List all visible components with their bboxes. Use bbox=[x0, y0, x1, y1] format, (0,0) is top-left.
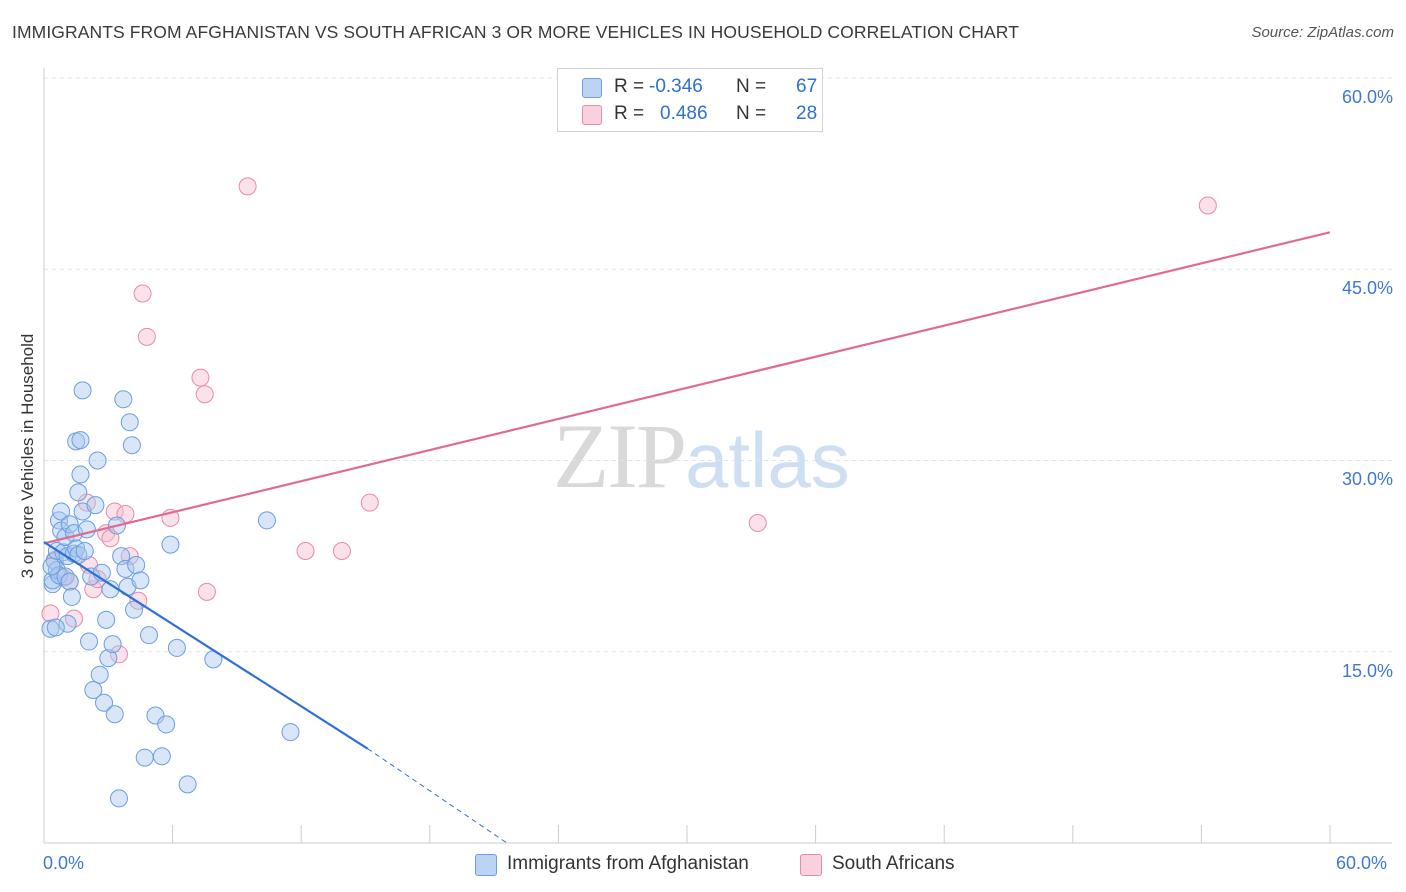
data-point-south-africans bbox=[137, 327, 156, 346]
legend-n-label: N = bbox=[736, 103, 767, 124]
data-point-afghanistan bbox=[73, 381, 92, 400]
legend-r-value: 0.486 bbox=[660, 103, 708, 124]
series-immigrants-from-afghanistan bbox=[41, 381, 300, 808]
y-tick-label: 15.0% bbox=[1341, 661, 1393, 681]
data-point-afghanistan bbox=[122, 436, 141, 455]
data-point-afghanistan bbox=[116, 559, 135, 578]
grid bbox=[44, 77, 1392, 653]
data-point-afghanistan bbox=[152, 747, 171, 766]
data-point-afghanistan bbox=[281, 723, 300, 742]
trend-lines bbox=[43, 231, 1331, 844]
data-point-afghanistan bbox=[60, 572, 79, 591]
data-point-afghanistan bbox=[71, 431, 90, 450]
data-point-south-africans bbox=[195, 385, 214, 404]
data-point-afghanistan bbox=[95, 693, 114, 712]
data-point-afghanistan bbox=[105, 705, 124, 724]
data-point-afghanistan bbox=[125, 600, 144, 619]
y-axis-label: 3 or more Vehicles in Household bbox=[18, 333, 37, 579]
source-label: Source: ZipAtlas.com bbox=[1251, 24, 1394, 41]
legend-swatch-blue bbox=[475, 854, 497, 876]
data-point-afghanistan bbox=[86, 496, 105, 515]
data-point-afghanistan bbox=[120, 413, 139, 432]
legend-r-label: R = bbox=[614, 103, 645, 124]
data-point-south-africans bbox=[133, 284, 152, 303]
y-tick-label: 60.0% bbox=[1341, 87, 1393, 107]
legend-n-label: N = bbox=[736, 76, 767, 97]
axes bbox=[43, 68, 1392, 844]
x-tick-label: 60.0% bbox=[1336, 853, 1388, 873]
legend-swatch-blue bbox=[582, 78, 602, 98]
legend-swatch-pink bbox=[582, 105, 602, 125]
data-point-south-africans bbox=[748, 513, 767, 532]
data-point-afghanistan bbox=[178, 775, 197, 794]
trend-line-south-africans bbox=[43, 231, 1331, 545]
legend-n-value: 67 bbox=[796, 76, 818, 97]
data-point-south-africans bbox=[296, 542, 315, 561]
data-point-afghanistan bbox=[58, 614, 77, 633]
data-point-afghanistan bbox=[42, 557, 61, 576]
data-point-afghanistan bbox=[257, 511, 276, 530]
data-point-south-africans bbox=[110, 645, 129, 664]
legend-label: South Africans bbox=[832, 853, 955, 874]
data-point-afghanistan bbox=[127, 556, 146, 575]
data-point-afghanistan bbox=[167, 638, 186, 657]
legend-label: Immigrants from Afghanistan bbox=[507, 853, 749, 874]
x-tick-label: 0.0% bbox=[43, 853, 85, 873]
data-point-afghanistan bbox=[60, 515, 79, 534]
legend-swatch-pink bbox=[800, 854, 822, 876]
data-point-afghanistan bbox=[75, 542, 94, 561]
data-point-south-africans bbox=[105, 502, 124, 521]
data-point-afghanistan bbox=[71, 465, 90, 484]
legend-n-value: 28 bbox=[796, 103, 818, 124]
data-point-south-africans bbox=[360, 493, 379, 512]
data-point-afghanistan bbox=[88, 451, 107, 470]
series-south-africans bbox=[41, 177, 1217, 664]
data-point-afghanistan bbox=[103, 635, 122, 654]
data-point-afghanistan bbox=[146, 706, 165, 725]
legend-r-value: -0.346 bbox=[649, 76, 703, 97]
data-point-south-africans bbox=[1198, 196, 1217, 215]
correlation-legend: R = -0.346 N = 67 R = 0.486 N = 28 bbox=[557, 68, 823, 132]
watermark-zip: ZIP bbox=[553, 405, 687, 507]
data-point-afghanistan bbox=[157, 715, 176, 734]
data-point-afghanistan bbox=[84, 681, 103, 699]
data-point-afghanistan bbox=[140, 626, 159, 645]
y-tick-label: 45.0% bbox=[1341, 278, 1393, 298]
trend-line-afghanistan-extension bbox=[367, 748, 508, 844]
data-point-afghanistan bbox=[135, 748, 154, 767]
data-point-afghanistan bbox=[80, 632, 99, 651]
y-tick-label: 30.0% bbox=[1341, 469, 1393, 489]
data-point-afghanistan bbox=[97, 610, 116, 629]
data-point-south-africans bbox=[238, 177, 257, 196]
data-point-afghanistan bbox=[110, 789, 129, 808]
data-point-afghanistan bbox=[69, 483, 88, 502]
data-point-afghanistan bbox=[99, 649, 118, 668]
chart-title: IMMIGRANTS FROM AFGHANISTAN VS SOUTH AFR… bbox=[12, 22, 1020, 42]
data-point-afghanistan bbox=[114, 390, 133, 409]
data-point-afghanistan bbox=[90, 665, 109, 684]
data-point-south-africans bbox=[197, 582, 216, 601]
legend-r-label: R = bbox=[614, 76, 645, 97]
data-point-south-africans bbox=[332, 542, 351, 561]
data-point-afghanistan bbox=[161, 535, 180, 554]
trend-line-afghanistan bbox=[43, 541, 369, 750]
data-point-afghanistan bbox=[52, 502, 71, 521]
data-point-afghanistan bbox=[131, 571, 150, 590]
data-point-south-africans bbox=[191, 368, 210, 387]
data-point-south-africans bbox=[41, 604, 60, 623]
data-point-afghanistan bbox=[46, 618, 65, 637]
data-point-afghanistan bbox=[62, 587, 81, 606]
